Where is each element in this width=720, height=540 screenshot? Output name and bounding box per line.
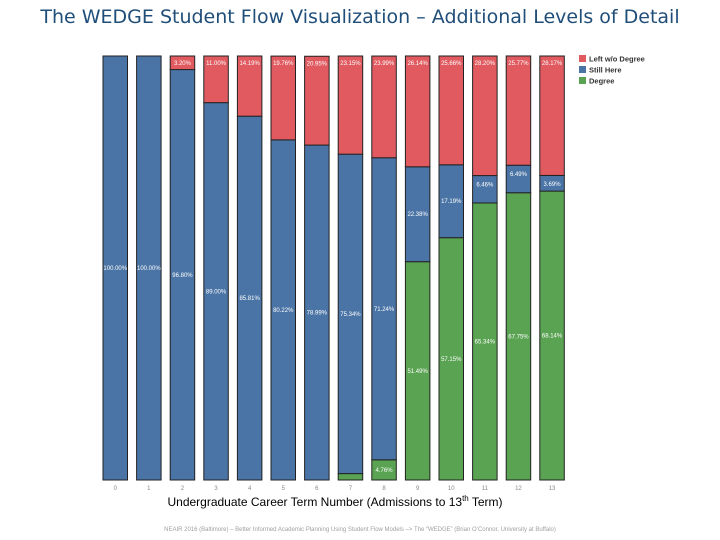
x-axis-label-superscript: th: [462, 494, 469, 503]
bar-left-w-o-degree-term-10: [438, 55, 464, 166]
data-label-still-here-term-12: 6.49%: [510, 172, 528, 178]
data-label-still-here-term-3: 89.00%: [206, 289, 227, 295]
data-label-still-here-term-2: 96.80%: [172, 273, 193, 279]
bar-still-here-term-12: [505, 164, 532, 194]
data-label-left-w-o-degree-term-10: 25.66%: [441, 61, 462, 67]
x-tick-label-12: 12: [515, 486, 522, 492]
data-label-left-w-o-degree-term-7: 23.15%: [340, 61, 361, 67]
data-label-still-here-term-0: 100.00%: [103, 266, 127, 272]
bar-degree-term-12: [505, 192, 532, 481]
bar-left-w-o-degree-term-13: [539, 55, 565, 176]
bar-left-w-o-degree-term-9: [404, 55, 431, 168]
x-axis-label: Undergraduate Career Term Number (Admiss…: [100, 494, 570, 509]
data-label-still-here-term-1: 100.00%: [137, 266, 161, 272]
bar-still-here-term-1: [136, 55, 162, 481]
bar-still-here-term-8: [371, 157, 397, 461]
bar-left-w-o-degree-term-5: [270, 55, 296, 141]
legend-swatch-left-w-o-degree: [579, 55, 586, 62]
x-tick-label-5: 5: [282, 486, 286, 492]
data-label-still-here-term-4: 85.81%: [239, 296, 260, 302]
data-label-still-here-term-5: 80.22%: [273, 308, 294, 314]
data-label-left-w-o-degree-term-9: 26.14%: [407, 61, 428, 67]
legend-label-still-here: Still Here: [589, 66, 622, 75]
data-label-degree-term-9: 51.49%: [407, 369, 428, 375]
data-label-left-w-o-degree-term-11: 28.20%: [475, 61, 496, 67]
data-label-left-w-o-degree-term-3: 11.00%: [206, 61, 227, 67]
data-label-still-here-term-13: 3.69%: [544, 182, 562, 188]
x-tick-label-2: 2: [181, 486, 185, 492]
x-tick-label-7: 7: [349, 486, 353, 492]
data-label-degree-term-13: 68.14%: [542, 334, 563, 340]
x-tick-label-4: 4: [248, 486, 252, 492]
bar-still-here-term-2: [169, 69, 196, 481]
bar-degree-term-10: [438, 237, 464, 481]
bar-left-w-o-degree-term-11: [472, 55, 498, 177]
x-axis-label-end: Term): [468, 495, 503, 509]
data-label-still-here-term-6: 78.99%: [307, 311, 328, 317]
bar-left-w-o-degree-term-2: [169, 55, 196, 71]
bar-left-w-o-degree-term-4: [236, 55, 263, 117]
bar-left-w-o-degree-term-7: [337, 55, 364, 155]
legend-swatch-still-here: [579, 66, 586, 73]
legend-swatch-degree: [579, 77, 586, 84]
x-tick-label-6: 6: [315, 486, 319, 492]
legend-label-degree: Degree: [589, 77, 614, 86]
x-tick-label-0: 0: [114, 486, 118, 492]
bar-degree-term-9: [404, 261, 431, 481]
x-tick-label-8: 8: [382, 486, 386, 492]
bar-still-here-term-9: [404, 166, 431, 263]
data-label-degree-term-8: 4.76%: [376, 468, 394, 474]
slide-footer: NEAIR 2016 (Baltimore) – Better Informed…: [164, 527, 556, 533]
bar-still-here-term-11: [472, 175, 498, 204]
data-label-still-here-term-8: 71.24%: [374, 307, 395, 313]
data-label-still-here-term-7: 75.34%: [340, 312, 361, 318]
data-label-left-w-o-degree-term-12: 25.77%: [508, 61, 529, 67]
bar-left-w-o-degree-term-12: [505, 55, 532, 166]
data-label-still-here-term-10: 17.19%: [441, 199, 462, 205]
bar-left-w-o-degree-term-3: [203, 55, 229, 104]
data-label-degree-term-11: 65.34%: [475, 339, 496, 345]
x-tick-label-3: 3: [214, 486, 218, 492]
bar-degree-term-7: [337, 473, 364, 481]
data-label-degree-term-12: 67.75%: [508, 334, 529, 340]
bar-still-here-term-0: [102, 55, 128, 481]
bar-left-w-o-degree-term-8: [371, 55, 397, 159]
legend-label-left-w-o-degree: Left w/o Degree: [589, 55, 645, 64]
bar-degree-term-13: [539, 190, 565, 481]
bar-still-here-term-6: [304, 144, 330, 481]
x-tick-label-13: 13: [549, 486, 556, 492]
data-label-left-w-o-degree-term-5: 19.76%: [273, 61, 294, 67]
bar-degree-term-11: [472, 202, 498, 481]
bar-left-w-o-degree-term-6: [304, 55, 330, 146]
data-label-left-w-o-degree-term-13: 28.17%: [542, 61, 563, 67]
x-tick-label-11: 11: [482, 486, 489, 492]
slide-title: The WEDGE Student Flow Visualization – A…: [40, 6, 680, 28]
x-tick-label-10: 10: [448, 486, 455, 492]
data-label-still-here-term-11: 6.46%: [476, 183, 494, 189]
data-label-left-w-o-degree-term-8: 23.99%: [374, 61, 395, 67]
data-label-degree-term-10: 57.15%: [441, 357, 462, 363]
data-label-left-w-o-degree-term-2: 3.20%: [174, 61, 192, 67]
data-label-left-w-o-degree-term-6: 20.95%: [307, 61, 328, 67]
x-tick-label-9: 9: [416, 486, 420, 492]
x-axis-label-main: Undergraduate Career Term Number (Admiss…: [167, 495, 463, 509]
data-label-still-here-term-9: 22.38%: [407, 212, 428, 218]
bar-still-here-term-10: [438, 164, 464, 239]
data-label-left-w-o-degree-term-4: 14.19%: [239, 61, 260, 67]
bar-still-here-term-7: [337, 153, 364, 475]
x-tick-label-1: 1: [147, 486, 151, 492]
